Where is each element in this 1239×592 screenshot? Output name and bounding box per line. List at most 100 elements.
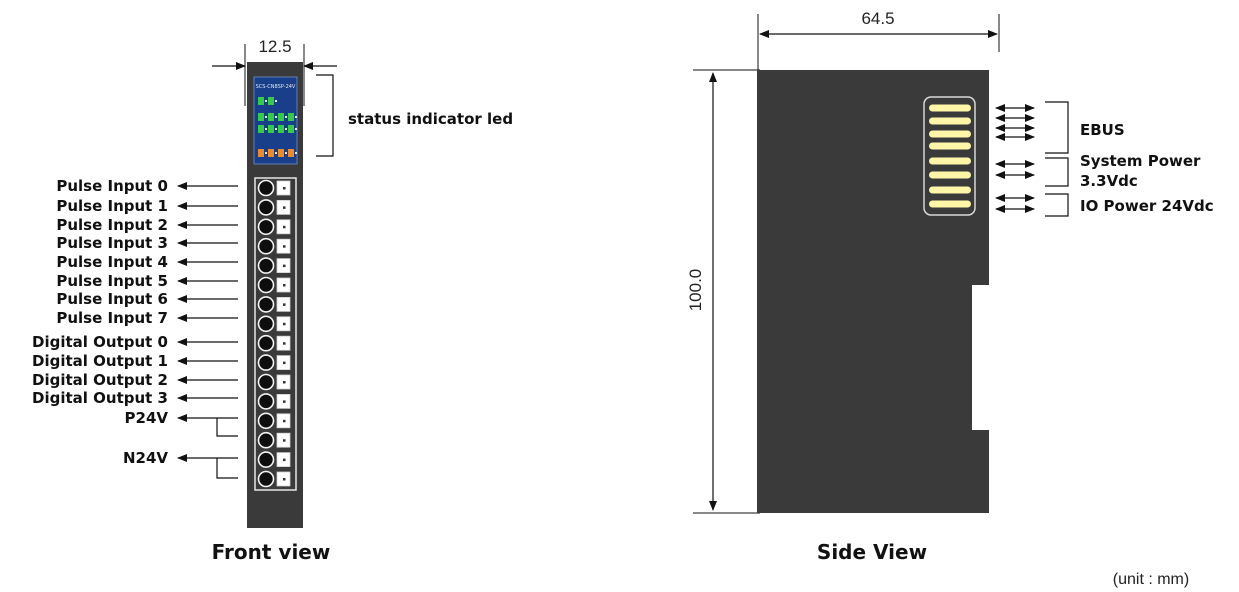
front-width-value: 12.5 <box>258 37 291 56</box>
status-led-marker <box>275 116 277 118</box>
terminal-screw <box>257 354 275 371</box>
side-view-caption: Side View <box>817 540 927 564</box>
pin-label: Digital Output 1 <box>32 352 168 370</box>
side-depth-value: 64.5 <box>861 9 894 28</box>
side-connector <box>923 96 976 216</box>
terminal-screw <box>257 218 275 236</box>
front-view: 12.5 SCS-CN8SP-24V status indicator led … <box>32 37 513 564</box>
side-depth-dimension: 64.5 <box>757 9 1000 72</box>
status-led-marker <box>295 116 297 118</box>
terminal-screw <box>257 431 275 449</box>
system-power-bracket <box>1045 157 1069 187</box>
status-led <box>268 97 274 105</box>
connector-contact <box>929 157 971 165</box>
terminal-screw <box>257 373 275 391</box>
connector-contact <box>929 104 971 112</box>
status-led <box>268 125 274 133</box>
side-module-body <box>757 70 989 513</box>
status-led <box>258 125 264 133</box>
n24v-label: N24V <box>123 449 168 467</box>
connector-contact <box>929 130 971 138</box>
terminal-screw <box>257 315 275 333</box>
pin-label: Pulse Input 2 <box>56 216 168 234</box>
pin-label: Digital Output 3 <box>32 389 168 407</box>
connector-contact <box>929 142 971 150</box>
terminal-screw <box>257 470 275 488</box>
terminal-clamp-dot <box>283 342 286 345</box>
terminal-screw <box>257 334 275 352</box>
status-led-label: status indicator led <box>348 110 513 128</box>
unit-note: (unit : mm) <box>1113 571 1189 588</box>
status-led <box>278 149 284 157</box>
status-led <box>268 113 274 121</box>
terminal-clamp-dot <box>283 478 286 481</box>
io-power-bracket <box>1045 193 1069 217</box>
status-led-marker <box>285 128 287 130</box>
status-led-marker <box>275 100 277 102</box>
status-led <box>288 113 294 121</box>
pin-label: Digital Output 2 <box>32 371 168 389</box>
pin-label: Pulse Input 5 <box>56 272 168 290</box>
status-led <box>258 149 264 157</box>
status-led-marker <box>265 100 267 102</box>
terminal-clamp-dot <box>283 322 286 326</box>
terminal-clamp-dot <box>283 419 286 423</box>
terminal-clamp-dot <box>283 439 286 442</box>
status-led <box>278 125 284 133</box>
ebus-label: EBUS <box>1080 121 1125 139</box>
ebus-bracket <box>1045 101 1069 154</box>
terminal-block <box>254 177 297 491</box>
connector-contact <box>929 171 971 179</box>
terminal-screw <box>257 276 275 294</box>
connector-contact <box>929 200 971 208</box>
terminal-screw <box>257 393 275 410</box>
p24v-label: P24V <box>125 409 169 427</box>
pin-label: Pulse Input 7 <box>56 309 168 327</box>
terminal-clamp-dot <box>283 187 286 190</box>
side-height-value: 100.0 <box>686 269 705 312</box>
system-power-voltage-label: 3.3Vdc <box>1080 172 1138 190</box>
status-led-marker <box>285 152 287 154</box>
pin-label: Pulse Input 4 <box>56 253 168 271</box>
status-led-callout: status indicator led <box>316 74 513 157</box>
status-led-marker <box>275 152 277 154</box>
terminal-screw <box>257 296 275 313</box>
status-led-marker <box>275 128 277 130</box>
status-led-marker <box>265 116 267 118</box>
terminal-clamp-dot <box>283 458 286 462</box>
p24v-callout: P24V <box>125 409 238 437</box>
terminal-clamp-dot <box>283 400 286 403</box>
terminal-screw <box>257 412 275 430</box>
terminal-screw <box>257 451 275 468</box>
terminal-screw <box>257 237 275 255</box>
status-led-marker <box>265 128 267 130</box>
terminal-clamp-dot <box>283 284 286 287</box>
status-led <box>268 149 274 157</box>
status-led-marker <box>285 116 287 118</box>
terminal-clamp-dot <box>283 264 286 268</box>
connector-arrow-list <box>995 104 1035 213</box>
connector-contact <box>929 186 971 194</box>
terminal-clamp-dot <box>283 206 286 209</box>
status-led-marker <box>265 152 267 154</box>
module-model-label: SCS-CN8SP-24V <box>256 84 296 90</box>
status-led-panel: SCS-CN8SP-24V <box>253 76 298 165</box>
system-power-label: System Power <box>1080 152 1201 170</box>
status-led <box>278 113 284 121</box>
status-led <box>288 149 294 157</box>
pin-label: Pulse Input 1 <box>56 197 168 215</box>
terminal-clamp-dot <box>283 381 286 384</box>
status-led-marker <box>295 152 297 154</box>
terminal-clamp-dot <box>283 225 286 229</box>
connector-contact <box>929 117 971 125</box>
terminal-screw <box>257 199 275 216</box>
status-led-marker <box>295 128 297 130</box>
terminal-screw <box>257 257 275 274</box>
pin-label: Pulse Input 6 <box>56 290 168 308</box>
status-led <box>258 113 264 121</box>
pin-label: Pulse Input 0 <box>56 177 168 195</box>
side-view: 64.5 100.0 EBUS System Power 3.3Vdc IO P… <box>686 9 1214 564</box>
terminal-screw <box>257 179 275 197</box>
